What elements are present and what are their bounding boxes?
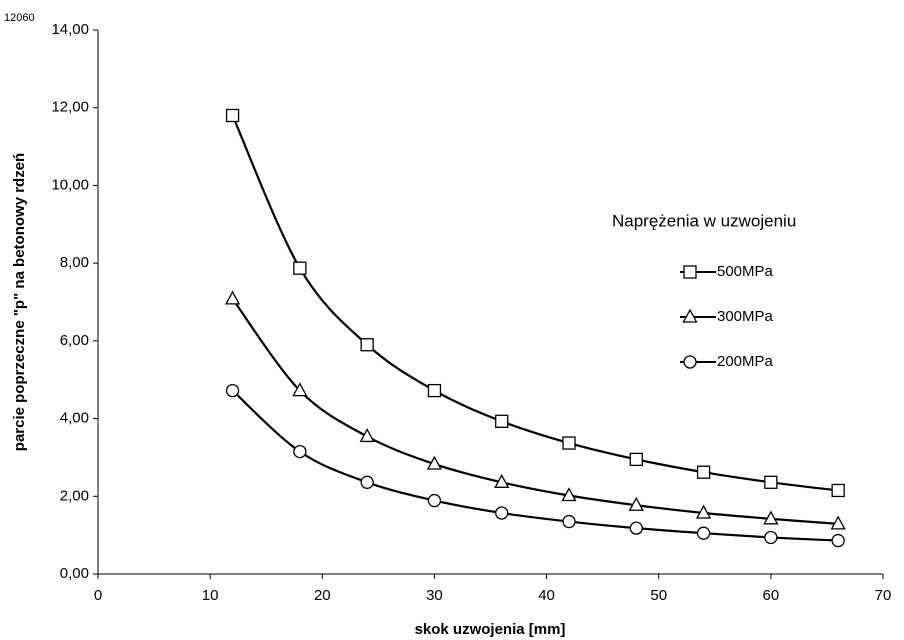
- data-point: [292, 382, 308, 397]
- x-axis-title: skok uzwojenia [mm]: [415, 621, 566, 638]
- data-point: [360, 338, 374, 352]
- data-point: [495, 506, 509, 520]
- legend-label: 300MPa: [717, 308, 774, 325]
- x-tick-label: 60: [763, 587, 780, 604]
- data-point: [562, 514, 576, 529]
- x-tick-label: 40: [538, 587, 555, 604]
- y-tick-label: 4,00: [60, 410, 89, 427]
- y-axis-title: parcie poprzeczne "p" na betonowy rdzeń: [11, 153, 28, 451]
- data-point: [696, 465, 711, 479]
- corner-label: 12060: [4, 12, 35, 24]
- y-tick-label: 2,00: [60, 487, 89, 504]
- data-point: [225, 108, 240, 123]
- data-point: [628, 496, 644, 511]
- data-point: [495, 414, 509, 428]
- y-tick-label: 10,00: [51, 176, 89, 193]
- data-point: [427, 493, 442, 508]
- data-point: [695, 504, 712, 519]
- x-tick-label: 10: [202, 587, 219, 604]
- data-point: [293, 261, 307, 275]
- data-point: [831, 483, 845, 498]
- legend-title: Naprężenia w uzwojeniu: [612, 211, 796, 230]
- y-tick-label: 8,00: [60, 254, 89, 271]
- series-line: [231, 115, 839, 492]
- data-point: [830, 515, 846, 530]
- data-point: [764, 530, 778, 545]
- data-point: [831, 533, 845, 548]
- data-point: [224, 290, 241, 305]
- data-point: [360, 475, 374, 489]
- legend-marker: [682, 308, 698, 323]
- data-point: [629, 452, 643, 467]
- legend-label: 500MPa: [717, 263, 774, 280]
- legend-label: 200MPa: [717, 353, 774, 370]
- data-point: [562, 436, 576, 450]
- x-tick-label: 0: [94, 587, 102, 604]
- series-line: [231, 389, 839, 542]
- legend-marker: [683, 355, 697, 369]
- data-point: [426, 455, 443, 470]
- data-point: [359, 428, 375, 443]
- y-tick-label: 0,00: [60, 565, 89, 582]
- data-point: [764, 475, 778, 489]
- series-line: [231, 298, 839, 525]
- data-point: [225, 383, 240, 398]
- x-tick-label: 70: [875, 587, 892, 604]
- data-point: [696, 526, 711, 540]
- data-point: [561, 487, 577, 502]
- data-point: [293, 444, 307, 459]
- legend-marker: [683, 265, 697, 279]
- x-tick-label: 30: [426, 587, 443, 604]
- x-tick-label: 50: [650, 587, 667, 604]
- data-point: [763, 510, 779, 525]
- data-point: [427, 383, 442, 398]
- data-point: [629, 521, 643, 535]
- y-tick-label: 12,00: [51, 99, 89, 116]
- data-point: [494, 473, 510, 488]
- y-tick-label: 14,00: [51, 21, 89, 38]
- x-tick-label: 20: [314, 587, 331, 604]
- y-tick-label: 6,00: [60, 332, 89, 349]
